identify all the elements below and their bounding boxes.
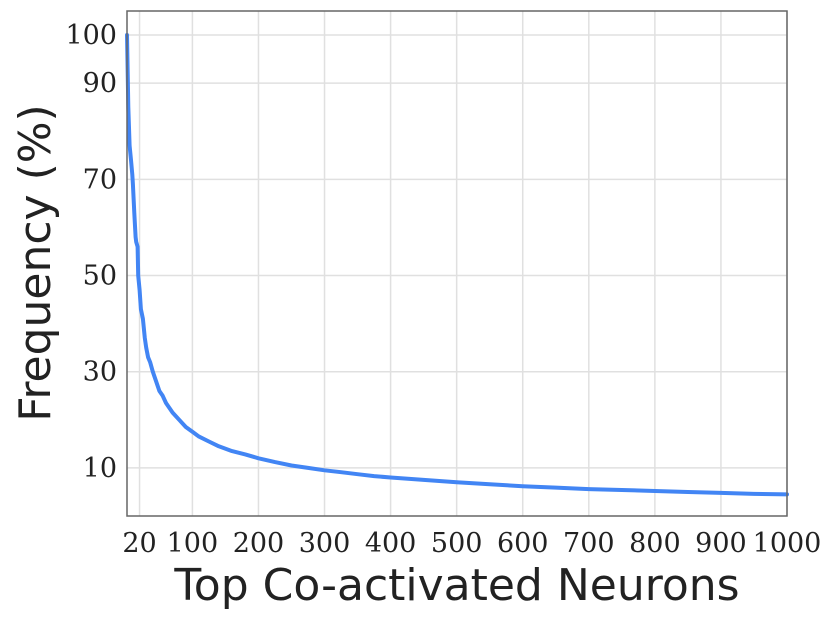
x-tick-labels: 20 100 200 300 400 500 600 700 800 900 1000 [122, 528, 821, 559]
series-layer [125, 33, 789, 497]
x-tick-label: 600 [497, 528, 549, 559]
x-tick-label: 200 [233, 528, 285, 559]
series-line [125, 33, 789, 497]
x-tick-label: 20 [122, 528, 156, 559]
x-tick-label: 500 [431, 528, 483, 559]
y-tick-label: 100 [65, 20, 117, 51]
y-tick-label: 70 [83, 164, 117, 195]
y-tick-label: 10 [83, 453, 117, 484]
x-tick-label: 700 [563, 528, 615, 559]
y-tick-label: 30 [83, 357, 117, 388]
x-tick-label: 400 [365, 528, 417, 559]
x-tick-label: 900 [695, 528, 747, 559]
y-tick-label: 90 [83, 68, 117, 99]
y-tick-label: 50 [83, 261, 117, 292]
x-tick-label: 300 [299, 528, 351, 559]
y-tick-labels: 10 30 50 70 90 100 [65, 20, 117, 484]
plot-frame [126, 10, 788, 517]
x-axis-title: Top Co-activated Neurons [173, 560, 739, 611]
x-tick-label: 1000 [753, 528, 822, 559]
x-tick-label: 100 [167, 528, 219, 559]
x-tick-label: 800 [629, 528, 681, 559]
y-axis-title: Frequency (%) [10, 104, 61, 421]
